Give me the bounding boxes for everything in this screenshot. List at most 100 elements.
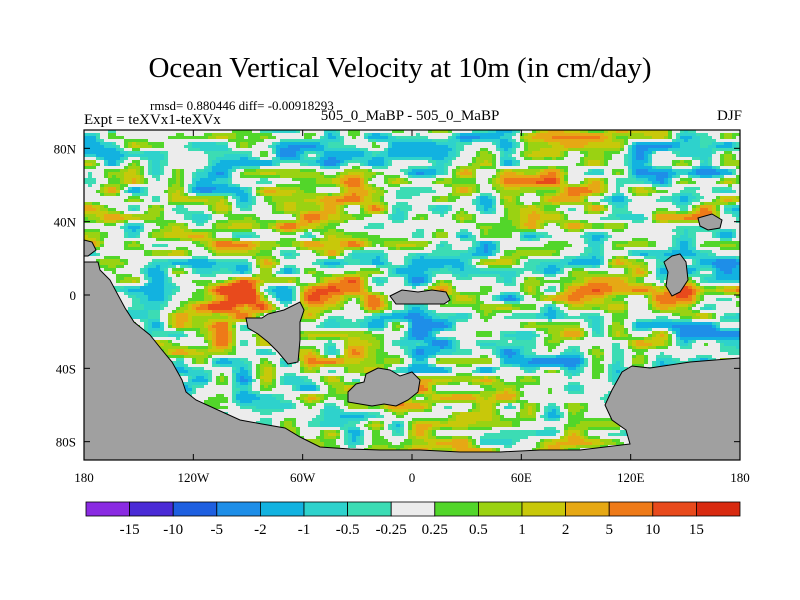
field-cell <box>304 286 308 289</box>
field-cell <box>148 280 152 283</box>
field-cell <box>560 436 564 439</box>
field-cell <box>268 202 276 205</box>
field-cell <box>444 328 452 331</box>
field-cell <box>492 187 496 190</box>
field-cell <box>372 424 380 427</box>
field-cell <box>412 361 428 364</box>
field-cell <box>336 253 340 256</box>
field-cell <box>432 283 436 286</box>
field-cell <box>620 430 628 433</box>
field-cell <box>492 406 496 409</box>
field-cell <box>340 322 360 325</box>
field-cell <box>344 433 348 436</box>
field-cell <box>164 283 172 286</box>
field-cell <box>440 211 444 214</box>
field-cell <box>572 349 576 352</box>
field-cell <box>360 247 364 250</box>
field-cell <box>116 220 124 223</box>
field-cell <box>480 403 492 406</box>
field-cell <box>584 301 604 304</box>
field-cell <box>184 214 192 217</box>
field-cell <box>172 184 180 187</box>
field-cell <box>568 262 600 265</box>
field-cell <box>580 226 584 229</box>
field-cell <box>192 256 208 259</box>
field-cell <box>384 367 388 370</box>
field-cell <box>360 274 368 277</box>
field-cell <box>632 160 648 163</box>
field-cell <box>584 430 588 433</box>
field-cell <box>692 301 696 304</box>
field-cell <box>268 226 272 229</box>
field-cell <box>476 199 480 202</box>
field-cell <box>184 304 188 307</box>
field-cell <box>300 397 304 400</box>
field-cell <box>608 433 624 436</box>
field-cell <box>456 148 464 151</box>
field-cell <box>520 403 524 406</box>
field-cell <box>148 274 164 277</box>
field-cell <box>284 364 288 367</box>
field-cell <box>692 262 696 265</box>
field-cell <box>544 415 548 418</box>
field-cell <box>404 217 408 220</box>
field-cell <box>436 280 440 283</box>
field-cell <box>648 178 656 181</box>
field-cell <box>192 391 196 394</box>
field-cell <box>736 304 740 307</box>
field-cell <box>480 226 492 229</box>
field-cell <box>212 298 216 301</box>
field-cell <box>660 181 664 184</box>
field-cell <box>152 235 164 238</box>
field-cell <box>324 148 360 151</box>
field-cell <box>700 163 708 166</box>
field-cell <box>256 265 260 268</box>
field-cell <box>408 169 412 172</box>
field-cell <box>336 235 352 238</box>
field-cell <box>692 136 700 139</box>
field-cell <box>440 214 444 217</box>
field-cell <box>552 253 560 256</box>
field-cell <box>692 244 696 247</box>
field-cell <box>308 283 316 286</box>
field-cell <box>588 178 600 181</box>
field-cell <box>568 367 576 370</box>
field-cell <box>372 187 380 190</box>
field-cell <box>132 187 140 190</box>
field-cell <box>200 190 212 193</box>
field-cell <box>292 421 296 424</box>
field-cell <box>104 220 116 223</box>
field-cell <box>616 295 628 298</box>
field-cell <box>212 313 220 316</box>
field-cell <box>176 313 188 316</box>
field-cell <box>388 247 396 250</box>
field-cell <box>152 277 164 280</box>
field-cell <box>324 262 340 265</box>
field-cell <box>280 151 296 154</box>
field-cell <box>644 217 648 220</box>
field-cell <box>600 262 604 265</box>
field-cell <box>308 352 312 355</box>
field-cell <box>652 220 656 223</box>
field-cell <box>356 301 360 304</box>
field-cell <box>628 199 632 202</box>
field-cell <box>660 220 668 223</box>
field-cell <box>360 439 364 442</box>
field-cell <box>540 280 572 283</box>
field-cell <box>440 316 448 319</box>
field-cell <box>180 238 192 241</box>
field-cell <box>440 421 448 424</box>
field-cell <box>212 286 216 289</box>
field-cell <box>372 166 388 169</box>
field-cell <box>412 235 424 238</box>
field-cell <box>720 196 736 199</box>
field-cell <box>168 187 184 190</box>
field-cell <box>284 379 304 382</box>
field-cell <box>256 304 264 307</box>
field-cell <box>276 295 292 298</box>
field-cell <box>444 280 452 283</box>
field-cell <box>632 358 644 361</box>
field-cell <box>628 271 632 274</box>
field-cell <box>584 238 588 241</box>
field-cell <box>348 184 360 187</box>
